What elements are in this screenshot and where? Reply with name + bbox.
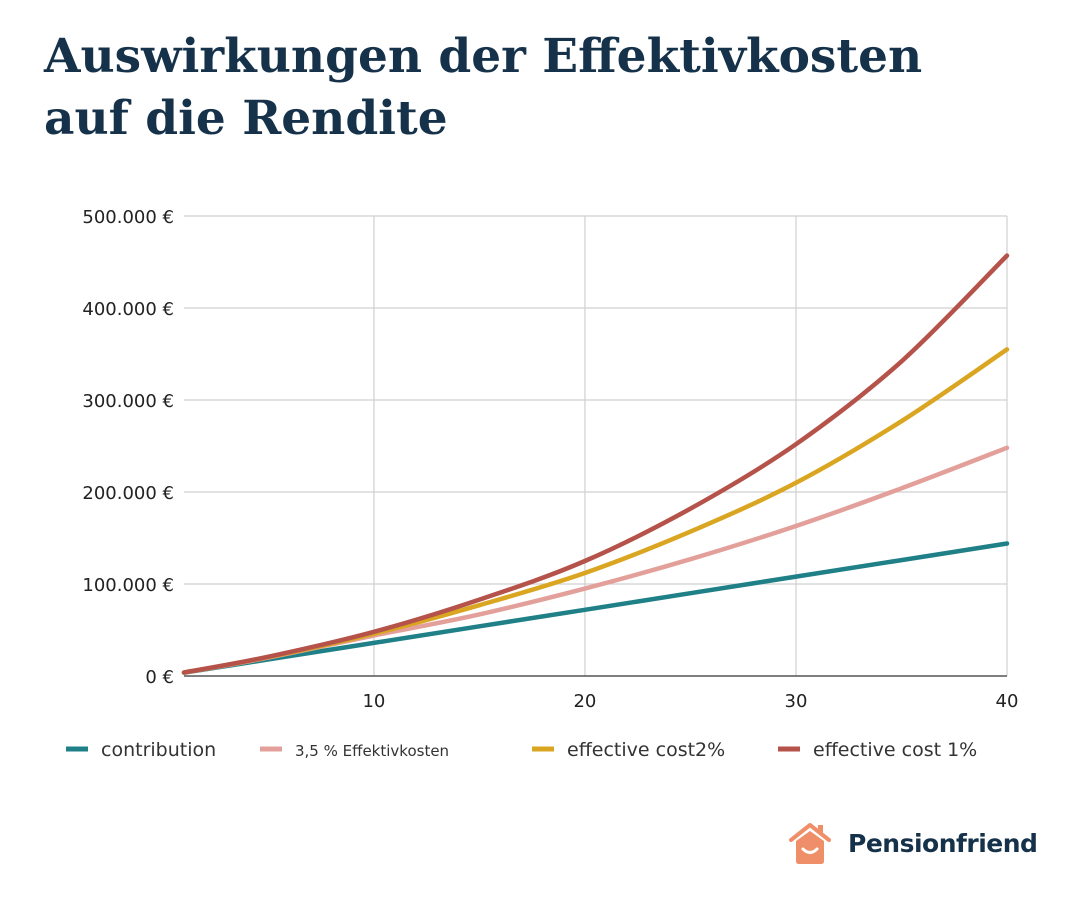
chart-series-lines bbox=[181, 253, 1010, 675]
y-tick-label: 200.000 € bbox=[82, 483, 174, 504]
x-tick-label: 30 bbox=[785, 691, 808, 712]
brand-logo: Pensionfriend bbox=[788, 820, 1038, 866]
y-axis-tick-labels: 0 € 100.000 € 200.000 € 300.000 € 400.000 € 5… bbox=[82, 207, 174, 688]
chart-title: Auswirkungen der Effektivkosten auf die … bbox=[44, 26, 1024, 150]
legend-label: effective cost 1% bbox=[813, 739, 977, 761]
x-tick-label: 10 bbox=[362, 691, 385, 712]
legend-label: contribution bbox=[101, 739, 216, 761]
legend-label: effective cost2% bbox=[567, 739, 725, 761]
brand-name: Pensionfriend bbox=[848, 828, 1038, 858]
y-tick-label: 500.000 € bbox=[82, 207, 174, 228]
y-tick-label: 400.000 € bbox=[82, 299, 174, 320]
y-tick-label: 0 € bbox=[145, 667, 174, 688]
chart-legend: contribution 3,5 % Effektivkosten effectiv… bbox=[66, 739, 977, 761]
x-axis-tick-labels: 10 20 30 40 bbox=[362, 691, 1018, 712]
house-smile-icon bbox=[789, 823, 831, 864]
series-line-0 bbox=[181, 541, 1010, 675]
series-line-1 bbox=[181, 445, 1010, 675]
series-line-3 bbox=[181, 253, 1010, 675]
y-tick-label: 300.000 € bbox=[82, 391, 174, 412]
y-tick-label: 100.000 € bbox=[82, 575, 174, 596]
legend-label: 3,5 % Effektivkosten bbox=[295, 742, 449, 760]
series-line-2 bbox=[181, 347, 1010, 675]
chart-title-line-2: auf die Rendite bbox=[44, 91, 448, 146]
chart-title-line-1: Auswirkungen der Effektivkosten bbox=[44, 29, 923, 84]
x-tick-label: 40 bbox=[996, 691, 1019, 712]
x-tick-label: 20 bbox=[573, 691, 596, 712]
